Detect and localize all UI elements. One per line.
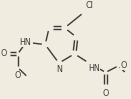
Text: N: N [56,65,62,74]
Text: HN: HN [88,64,100,73]
Text: O: O [15,70,21,79]
Text: Cl: Cl [85,1,93,10]
Text: O: O [120,61,127,70]
Text: O: O [102,89,109,98]
Text: O: O [1,49,7,58]
Text: HN: HN [19,38,31,47]
